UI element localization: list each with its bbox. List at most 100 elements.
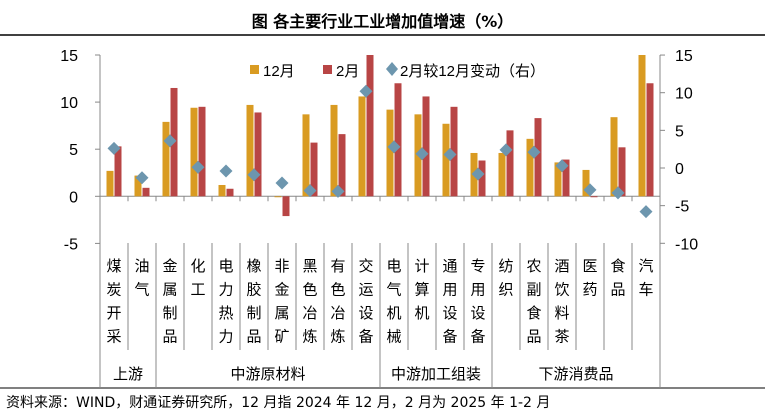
category-label: 采: [106, 329, 121, 346]
bar-feb: [590, 196, 598, 198]
change-diamond: [163, 134, 177, 148]
right-tick-label: 5: [675, 123, 684, 140]
category-label: 金: [274, 282, 289, 299]
category-label: 农: [526, 258, 541, 275]
category-label: 炭: [106, 282, 121, 299]
bar-dec: [330, 104, 338, 197]
bar-dec: [162, 121, 170, 197]
change-diamond: [471, 167, 485, 181]
category-label: 交: [358, 257, 373, 275]
category-label: 橡: [246, 258, 261, 275]
category-label: 专: [470, 258, 485, 275]
bar-dec: [610, 117, 618, 197]
bar-feb: [478, 160, 486, 197]
category-label: 机: [414, 305, 429, 322]
bar-dec: [274, 196, 282, 198]
group-label: 中游原材料: [230, 366, 305, 383]
category-label: 用: [470, 282, 485, 299]
change-diamond: [219, 164, 233, 178]
legend-swatch: [250, 65, 259, 74]
left-tick-label: 15: [60, 48, 78, 65]
category-label: 气: [134, 282, 149, 299]
bar-dec: [442, 123, 450, 197]
category-label: 炼: [330, 329, 345, 346]
category-label: 用: [442, 282, 457, 299]
group-label: 中游加工组装: [391, 366, 481, 383]
category-label: 化: [190, 258, 205, 275]
right-tick-label: -5: [675, 199, 689, 216]
change-diamond: [191, 160, 205, 174]
right-tick-label: -10: [675, 236, 698, 253]
bar-feb: [646, 83, 654, 197]
right-tick-label: 15: [675, 48, 693, 65]
bar-feb: [114, 146, 122, 197]
source-note: 资料来源：WIND，财通证券研究所，12 月指 2024 年 12 月，2 月为…: [6, 395, 551, 411]
bar-dec: [386, 109, 394, 197]
bar-dec: [302, 114, 310, 197]
bar-feb: [338, 134, 346, 197]
category-label: 算: [414, 281, 429, 299]
change-diamond: [387, 140, 401, 154]
legend-swatch: [323, 65, 332, 74]
change-diamond: [639, 205, 653, 219]
category-label: 热: [218, 305, 233, 322]
change-diamond: [331, 184, 345, 198]
category-label: 品: [526, 329, 541, 346]
legend-label: 12月: [263, 63, 295, 80]
bar-dec: [134, 175, 142, 197]
category-label: 医: [582, 258, 597, 275]
change-diamond: [527, 145, 541, 159]
left-tick-label: 0: [69, 189, 78, 206]
category-label: 气: [386, 282, 401, 299]
category-label: 金: [162, 258, 177, 275]
category-label: 备: [442, 329, 457, 346]
change-diamond: [583, 183, 597, 197]
category-label: 力: [218, 282, 233, 299]
category-label: 械: [386, 329, 401, 346]
category-label: 品: [162, 329, 177, 346]
category-label: 电: [218, 258, 233, 275]
category-label: 食: [610, 258, 625, 275]
bar-feb: [226, 188, 234, 197]
group-label: 上游: [113, 366, 143, 383]
category-label: 开: [106, 305, 121, 322]
bar-dec: [554, 162, 562, 197]
bar-feb: [618, 147, 626, 197]
category-label: 色: [330, 282, 345, 299]
bar-dec: [190, 107, 198, 197]
category-label: 品: [246, 329, 261, 346]
bar-dec: [106, 170, 114, 197]
category-label: 汽: [638, 258, 653, 275]
change-diamond: [555, 159, 569, 173]
category-label: 茶: [554, 329, 569, 346]
bar-dec: [246, 104, 254, 197]
bar-dec: [218, 184, 226, 197]
bar-dec: [638, 55, 646, 197]
category-label: 机: [386, 305, 401, 322]
category-label: 矿: [274, 329, 289, 346]
category-label: 设: [470, 305, 485, 322]
category-label: 品: [610, 282, 625, 299]
change-diamond: [303, 184, 317, 198]
bar-feb: [506, 130, 514, 197]
category-label: 胶: [246, 282, 261, 299]
change-diamond: [611, 186, 625, 200]
category-label: 制: [162, 305, 177, 322]
change-diamond: [275, 176, 289, 190]
bar-feb: [450, 106, 458, 197]
bar-dec: [526, 138, 534, 197]
category-label: 纺: [498, 258, 513, 275]
category-label: 织: [498, 282, 513, 299]
category-label: 黑: [302, 258, 317, 275]
right-tick-label: 0: [675, 161, 684, 178]
bar-feb: [254, 112, 262, 197]
bar-dec: [498, 152, 506, 197]
bar-feb: [534, 118, 542, 197]
change-diamond: [415, 147, 429, 161]
category-label: 料: [554, 305, 569, 322]
category-label: 有: [330, 258, 345, 275]
category-label: 属: [274, 305, 289, 322]
legend-label: 2月较12月变动（右）: [400, 62, 545, 80]
change-diamond: [107, 141, 121, 155]
